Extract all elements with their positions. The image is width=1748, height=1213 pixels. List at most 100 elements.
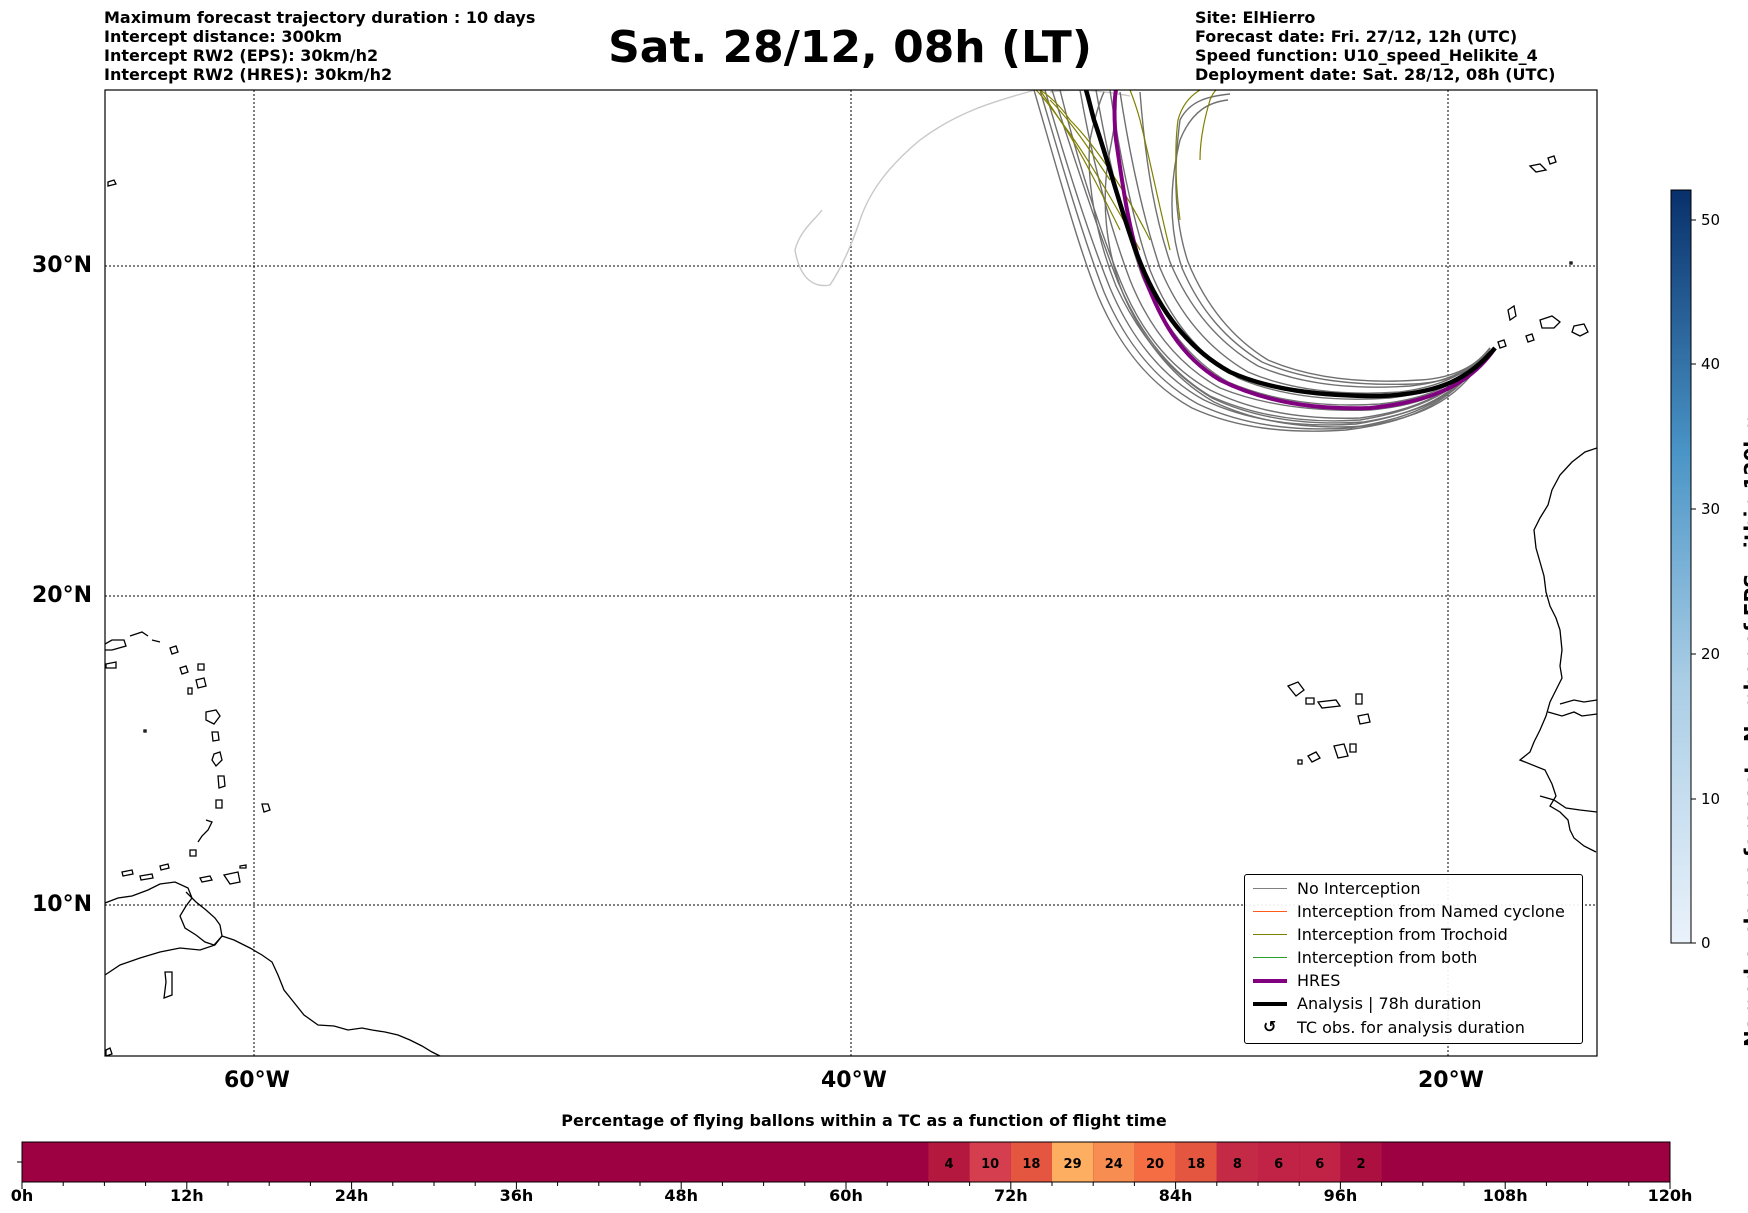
colorbar-tick-label: 0 [1701, 934, 1711, 952]
colorbar-tick-label: 40 [1701, 355, 1721, 373]
lanzarote-island [1640, 302, 1652, 312]
trajectory-no-interception [1171, 99, 1491, 386]
time-bar-tick-label: 48h [664, 1186, 699, 1205]
site-text: Site: ElHierro [1195, 8, 1316, 27]
guadeloupe-island [205, 709, 221, 725]
martinique-island [211, 751, 223, 768]
dominica-island [211, 731, 220, 742]
intercept-distance-text: Intercept distance: 300km [104, 27, 343, 46]
time-bar-cell [1010, 1142, 1052, 1182]
trajectory-trochoid [1039, 90, 1151, 241]
maio-island [1349, 743, 1357, 753]
trajectory-no-interception [1175, 93, 1491, 382]
forecast-date-text: Forecast date: Fri. 27/12, 12h (UTC) [1195, 27, 1518, 46]
boa-vista-island [1357, 713, 1371, 725]
coastlines [105, 155, 1652, 1056]
time-bar-tick-label: 60h [829, 1186, 863, 1205]
time-bar-tick-label: 96h [1323, 1186, 1358, 1205]
legend-item-trochoid: Interception from Trochoid [1245, 923, 1582, 947]
speed-function-text: Speed function: U10_speed_Helikite_4 [1195, 46, 1538, 65]
legend-item-no-interception: No Interception [1245, 877, 1582, 901]
fogo-island [1307, 751, 1321, 763]
trajectory-analysis [1083, 90, 1497, 399]
intercept-eps-text: Intercept RW2 (EPS): 30km/h2 [104, 46, 379, 65]
curacao-island [139, 873, 154, 881]
antigua-island [195, 677, 207, 689]
sao-nicolau-island [1316, 699, 1342, 709]
time-bar-cell-value: 24 [1105, 1157, 1123, 1172]
trajectory-hres [1112, 90, 1497, 411]
lon-label-60w: 60°W [224, 1068, 290, 1093]
legend-label: HRES [1297, 971, 1341, 990]
legend-swatch [1253, 957, 1287, 958]
map-frame [104, 89, 1598, 1057]
time-bar-cell-value: 4 [944, 1157, 953, 1172]
time-bar-cell [1258, 1142, 1300, 1182]
colorbar-gradient [1670, 189, 1692, 944]
time-bar-cell-value: 18 [1187, 1157, 1205, 1172]
madeira-island [1528, 163, 1548, 173]
la-palma-island [1507, 304, 1517, 322]
barbuda-island [197, 663, 205, 671]
lat-label-20n: 20°N [32, 583, 93, 608]
colorbar-ticks [1691, 219, 1696, 944]
santo-antao-island [1286, 681, 1305, 697]
page-title: Sat. 28/12, 08h (LT) [608, 22, 1092, 73]
header-info-left: Maximum forecast trajectory duration : 1… [104, 8, 535, 84]
brava-island [1297, 759, 1303, 765]
trajectory-no-interception [794, 90, 1036, 287]
trajectory-no-interception [1039, 90, 1491, 430]
time-bar-cell [1299, 1142, 1341, 1182]
trajectory-trochoid [1175, 90, 1201, 221]
grenada-island [189, 849, 197, 857]
fuerteventura-island [1616, 306, 1640, 330]
time-bar-tick-label: 36h [499, 1186, 534, 1205]
time-bar-cell-value: 8 [1233, 1157, 1242, 1172]
lat-label-30n: 30°N [32, 253, 93, 278]
time-bar-tick-label: 12h [169, 1186, 204, 1205]
header-info-right: Site: ElHierro Forecast date: Fri. 27/12… [1195, 8, 1555, 84]
trajectory-trochoid [1129, 90, 1171, 251]
senegal-inlet [1547, 711, 1597, 717]
legend-label: Analysis | 78h duration [1297, 994, 1482, 1013]
legend-item-both: Interception from both [1245, 946, 1582, 970]
colorbar-tick-label: 30 [1701, 500, 1721, 518]
trajectory-no-interception [1109, 90, 1491, 400]
tobago-island [239, 864, 247, 869]
legend-label: Interception from both [1297, 948, 1478, 967]
map-area [105, 90, 1652, 1056]
colorbar-tick-label: 10 [1701, 790, 1721, 808]
sal-island [1355, 693, 1363, 705]
time-bar-cell-value: 20 [1146, 1157, 1164, 1172]
legend-swatch [1253, 1002, 1287, 1006]
time-bar: 4 10 18 29 24 20 18 8 6 6 2 [17, 1141, 1671, 1189]
trajectory-no-interception [1095, 90, 1491, 406]
trajectory-no-interception [1119, 91, 1491, 394]
lon-label-20w: 20°W [1418, 1068, 1484, 1093]
guinea-coast [1539, 795, 1597, 813]
porto-santo-island [1547, 155, 1557, 165]
santiago-island [1333, 743, 1349, 759]
legend-item-hres: HRES [1245, 969, 1582, 993]
legend-label: No Interception [1297, 879, 1421, 898]
time-bar-cell [1175, 1142, 1217, 1182]
time-bar-cell [1340, 1142, 1382, 1182]
time-bar-tick-label: 0h [10, 1186, 34, 1205]
legend-label: Interception from Trochoid [1297, 925, 1508, 944]
trajectory-trochoid [1049, 99, 1111, 181]
trinidad-island [222, 871, 241, 885]
legend-item-named-cyclone: Interception from Named cyclone [1245, 900, 1582, 924]
time-bar-cell [928, 1142, 970, 1182]
south-america-coast [105, 935, 441, 1056]
map-legend: No Interception Interception from Named … [1244, 874, 1583, 1044]
eps-trajectories [794, 90, 1497, 432]
la-gomera-island [1525, 333, 1535, 343]
legend-swatch [1253, 911, 1287, 912]
deployment-date-text: Deployment date: Sat. 28/12, 08h (UTC) [1195, 65, 1556, 84]
intercept-hres-text: Intercept RW2 (HRES): 30km/h2 [104, 65, 393, 84]
virgin-islands [129, 631, 161, 643]
legend-swatch [1253, 979, 1287, 983]
cyclone-symbol-icon: ↺ [1263, 1017, 1277, 1036]
time-bar-background [22, 1142, 1670, 1182]
legend-swatch [1253, 888, 1287, 889]
